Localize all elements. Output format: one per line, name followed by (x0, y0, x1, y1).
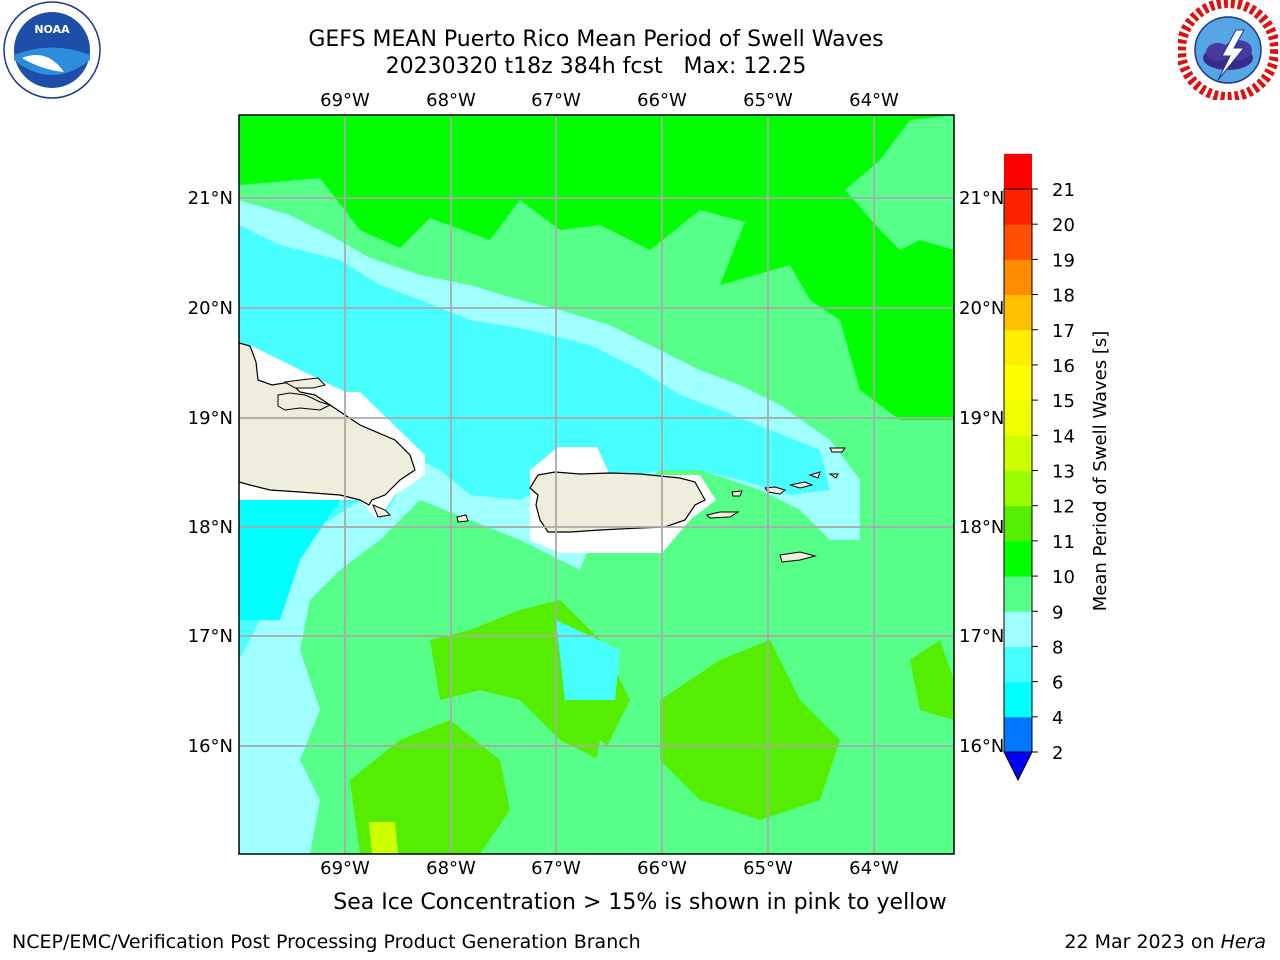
lat-label: 21°N (959, 188, 1004, 209)
lat-label: 20°N (959, 298, 1004, 319)
footer-credit: NCEP/EMC/Verification Post Processing Pr… (12, 931, 641, 953)
colorbar-segment (1004, 646, 1032, 683)
lon-label: 65°W (743, 90, 793, 111)
caption-text: Sea Ice Concentration > 15% is shown in … (333, 890, 947, 915)
caption: Sea Ice Concentration > 15% is shown in … (0, 890, 1280, 915)
lat-label: 18°N (188, 517, 233, 538)
lat-labels-right: 21°N 20°N 19°N 18°N 17°N 16°N (959, 188, 1004, 757)
colorbar-segment (1004, 576, 1032, 612)
footer-date-text: 22 Mar 2023 on (1064, 931, 1221, 953)
colorbar-tick-label: 21 (1052, 180, 1075, 201)
lat-label: 19°N (188, 408, 233, 429)
lat-label: 21°N (188, 188, 233, 209)
lon-label: 66°W (637, 90, 687, 111)
colorbar-segment (1004, 294, 1032, 331)
colorbar-segment (1004, 224, 1032, 260)
lon-label: 67°W (531, 858, 581, 879)
colorbar-segment (1004, 470, 1032, 507)
lat-label: 19°N (959, 408, 1004, 429)
colorbar-tick-label: 20 (1052, 215, 1075, 236)
lon-labels-top: 69°W 68°W 67°W 66°W 65°W 64°W (320, 90, 899, 111)
colorbar-tick-label: 8 (1052, 637, 1063, 658)
svg-text:NOAA: NOAA (34, 23, 70, 36)
map-title: GEFS MEAN Puerto Rico Mean Period of Swe… (308, 27, 884, 52)
lon-label: 64°W (849, 90, 899, 111)
footer-date: 22 Mar 2023 on Hera (1064, 931, 1266, 953)
colorbar-tick-label: 16 (1052, 356, 1075, 377)
lon-label: 64°W (849, 858, 899, 879)
lat-label: 17°N (959, 626, 1004, 647)
colorbar-label: Mean Period of Swell Waves [s] (1090, 331, 1111, 612)
swell-period-field (239, 115, 954, 854)
colorbar-segment (1004, 716, 1032, 753)
lon-label: 66°W (637, 858, 687, 879)
colorbar-segment (1004, 611, 1032, 647)
colorbar-tick-label: 17 (1052, 321, 1075, 342)
colorbar-tick-label: 10 (1052, 567, 1075, 588)
lat-labels-left: 21°N 20°N 19°N 18°N 17°N 16°N (188, 188, 233, 757)
colorbar-tick-label: 12 (1052, 497, 1075, 518)
lat-label: 16°N (188, 736, 233, 757)
colorbar-tick-label: 14 (1052, 426, 1075, 447)
colorbar-segment (1004, 681, 1032, 718)
colorbar: 21 20 19 18 17 16 15 14 13 12 11 10 9 8 6 4 2 (1003, 153, 1075, 782)
lat-label: 17°N (188, 626, 233, 647)
lon-label: 67°W (531, 90, 581, 111)
lon-label: 68°W (426, 90, 476, 111)
graticule (239, 115, 954, 854)
map-frame (238, 114, 955, 855)
colorbar-segment (1004, 400, 1032, 436)
colorbar-tick-label: 4 (1052, 708, 1063, 729)
colorbar-tick-label: 13 (1052, 462, 1075, 483)
colorbar-tick-label: 19 (1052, 250, 1075, 271)
colorbar-segment (1004, 153, 1032, 190)
colorbar-segment (1004, 259, 1032, 296)
lon-label: 65°W (743, 858, 793, 879)
lon-labels-bottom: 69°W 68°W 67°W 66°W 65°W 64°W (320, 858, 899, 879)
colorbar-segment (1004, 329, 1032, 366)
colorbar-segment (1004, 189, 1032, 225)
footer-host: Hera (1220, 931, 1266, 953)
colorbar-tick-label: 18 (1052, 286, 1075, 307)
map-subtitle: 20230320 t18z 384h fcst Max: 12.25 (385, 54, 807, 79)
colorbar-tick-label: 6 (1052, 673, 1063, 694)
colorbar-segment (1004, 435, 1032, 471)
lon-label: 69°W (320, 858, 370, 879)
colorbar-segment (1004, 540, 1032, 577)
colorbar-tick-label: 9 (1052, 602, 1063, 623)
lat-label: 16°N (959, 736, 1004, 757)
noaa-logo-icon: NOAA (3, 1, 101, 99)
colorbar-segment (1004, 505, 1032, 542)
colorbar-tick-label: 2 (1052, 743, 1063, 764)
lat-label: 20°N (188, 298, 233, 319)
lat-label: 18°N (959, 517, 1004, 538)
colorbar-extend-arrow (1003, 751, 1033, 782)
colorbar-segment (1004, 364, 1032, 401)
colorbar-tick-label: 11 (1052, 532, 1075, 553)
nws-logo-icon (1178, 0, 1278, 100)
colorbar-tick-label: 15 (1052, 391, 1075, 412)
lon-label: 69°W (320, 90, 370, 111)
lon-label: 68°W (426, 858, 476, 879)
